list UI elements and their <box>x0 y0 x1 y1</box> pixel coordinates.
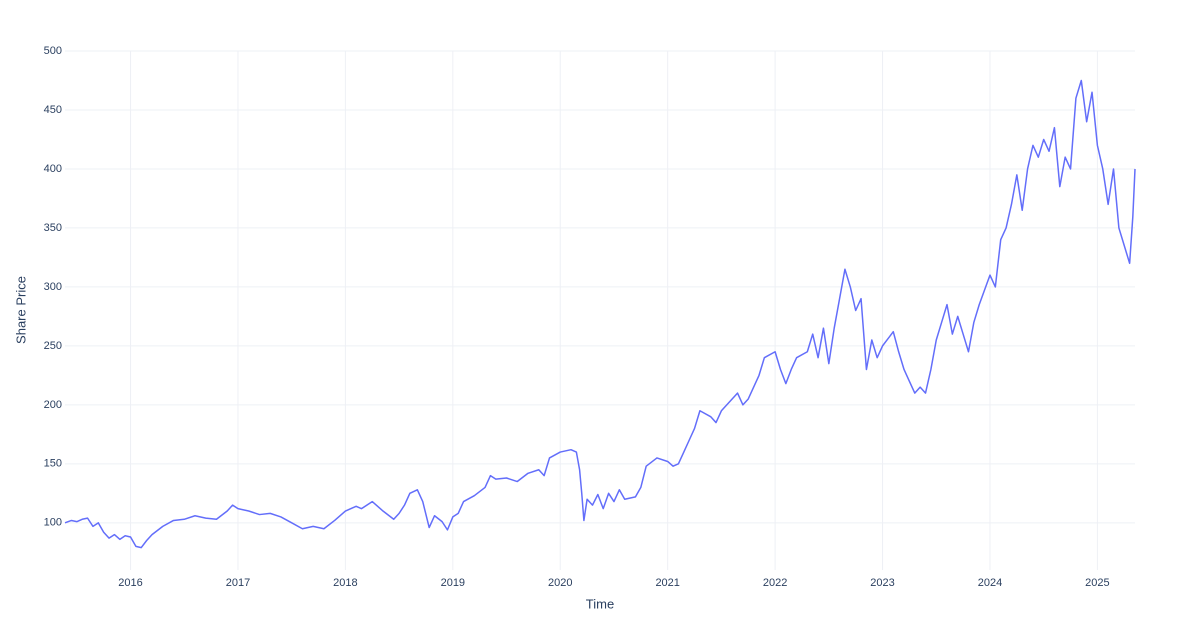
x-tick-label: 2025 <box>1085 577 1109 589</box>
x-tick-label: 2020 <box>548 577 572 589</box>
price-line <box>64 79 1136 549</box>
y-tick-label: 500 <box>44 45 62 57</box>
x-tick-label: 2016 <box>118 577 142 589</box>
x-tick-label: 2017 <box>226 577 250 589</box>
y-tick-label: 200 <box>44 399 62 411</box>
y-tick-label: 100 <box>44 517 62 529</box>
y-axis-title: Share Price <box>13 276 28 344</box>
x-tick-label: 2021 <box>655 577 679 589</box>
y-tick-label: 250 <box>44 340 62 352</box>
x-axis-title: Time <box>586 596 614 611</box>
x-tick-label: 2022 <box>763 577 787 589</box>
x-tick-label: 2019 <box>441 577 465 589</box>
y-tick-label: 350 <box>44 222 62 234</box>
y-tick-label: 150 <box>44 458 62 470</box>
y-tick-label: 450 <box>44 104 62 116</box>
x-tick-label: 2018 <box>333 577 357 589</box>
y-tick-label: 300 <box>44 281 62 293</box>
y-tick-label: 400 <box>44 163 62 175</box>
x-tick-label: 2024 <box>978 577 1002 589</box>
x-tick-label: 2023 <box>870 577 894 589</box>
